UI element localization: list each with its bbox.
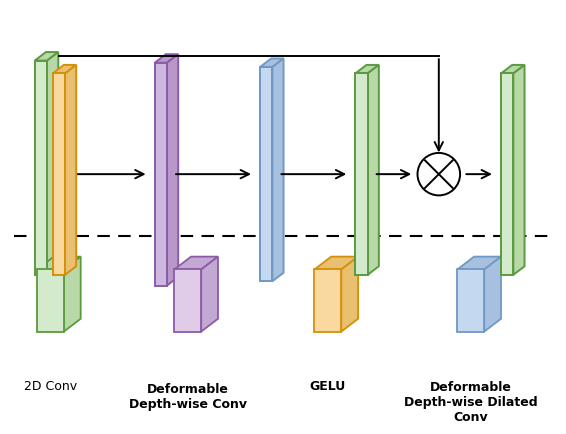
Polygon shape	[35, 52, 58, 61]
Polygon shape	[47, 52, 58, 275]
Polygon shape	[341, 256, 358, 332]
Polygon shape	[272, 59, 284, 281]
Polygon shape	[484, 256, 501, 332]
Polygon shape	[513, 65, 525, 275]
Text: 2D Conv: 2D Conv	[24, 380, 77, 393]
Polygon shape	[64, 256, 81, 332]
Polygon shape	[368, 65, 379, 275]
Bar	[37, 270, 64, 332]
Polygon shape	[37, 256, 81, 270]
Text: Deformable
Depth-wise Dilated
Conv: Deformable Depth-wise Dilated Conv	[404, 381, 538, 424]
Polygon shape	[314, 256, 358, 270]
Polygon shape	[501, 65, 525, 73]
Polygon shape	[457, 256, 501, 270]
Polygon shape	[174, 256, 218, 270]
Polygon shape	[260, 59, 284, 67]
Bar	[355, 73, 368, 275]
Bar	[314, 270, 341, 332]
Bar	[457, 270, 484, 332]
Polygon shape	[201, 256, 218, 332]
Polygon shape	[65, 65, 76, 275]
Polygon shape	[53, 65, 76, 73]
Bar	[260, 67, 272, 281]
Bar	[53, 73, 65, 275]
Polygon shape	[167, 54, 178, 286]
Text: GELU: GELU	[310, 380, 346, 393]
Text: Deformable
Depth-wise Conv: Deformable Depth-wise Conv	[128, 383, 247, 411]
Bar	[155, 63, 167, 286]
Bar	[174, 270, 201, 332]
Bar	[35, 61, 47, 275]
Bar	[501, 73, 513, 275]
Polygon shape	[355, 65, 379, 73]
Polygon shape	[155, 54, 178, 63]
